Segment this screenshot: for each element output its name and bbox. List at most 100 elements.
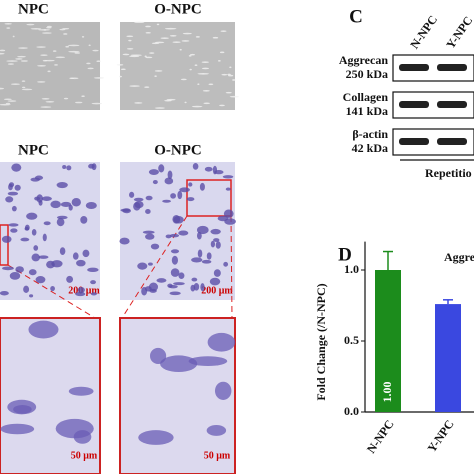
y-tick-label: 0.0	[344, 404, 359, 418]
panel-label: NPC	[18, 142, 49, 158]
x-tick-label: N-NPC	[364, 417, 397, 456]
cell	[20, 60, 28, 62]
cell	[24, 226, 30, 231]
cell	[51, 260, 63, 268]
cell	[75, 291, 86, 297]
cell	[128, 39, 132, 42]
cell	[160, 355, 198, 372]
panel-label: NPC	[18, 1, 49, 17]
cell	[209, 277, 221, 286]
cell	[119, 237, 130, 245]
cell	[201, 67, 210, 70]
cell	[36, 46, 46, 48]
cell	[191, 257, 203, 263]
cell	[223, 261, 229, 267]
cell	[129, 191, 135, 198]
cell	[4, 23, 12, 25]
cell	[145, 25, 151, 28]
cell	[90, 292, 97, 296]
cell	[219, 104, 225, 107]
cell	[129, 85, 140, 87]
cell	[30, 27, 42, 30]
cell	[14, 184, 21, 191]
cell	[73, 430, 92, 444]
cell	[33, 245, 39, 251]
cell	[221, 73, 228, 76]
cell	[145, 233, 155, 240]
cell	[56, 215, 68, 220]
cell	[220, 30, 227, 33]
cell	[196, 231, 202, 240]
cell	[145, 195, 153, 201]
cell	[179, 187, 190, 193]
cell	[149, 288, 157, 293]
y-tick-label: 1.0	[344, 262, 359, 276]
cell	[12, 35, 15, 38]
cell	[76, 259, 86, 267]
cell	[201, 259, 212, 264]
cell	[38, 29, 51, 31]
cell	[126, 35, 134, 38]
band	[399, 64, 429, 71]
zoom-line	[7, 264, 96, 319]
band	[437, 101, 467, 108]
cell	[142, 230, 155, 234]
cell	[188, 55, 192, 57]
cell	[50, 200, 61, 209]
cell	[191, 277, 198, 282]
cell	[91, 102, 103, 105]
value-label: 1.00	[380, 382, 394, 403]
cell	[26, 23, 35, 26]
cell	[206, 424, 227, 436]
cell	[141, 287, 148, 296]
cell	[154, 70, 163, 72]
cell	[138, 430, 174, 445]
micrograph	[0, 22, 100, 110]
cell	[0, 290, 9, 296]
cell	[8, 183, 13, 191]
cell	[154, 75, 157, 77]
cell	[126, 48, 134, 50]
cell	[197, 249, 203, 258]
cell	[189, 68, 192, 71]
band-name: Collagen	[343, 90, 389, 104]
cell	[213, 238, 220, 243]
cell	[197, 72, 210, 75]
cell	[215, 241, 221, 249]
cell	[15, 266, 24, 273]
cell	[144, 55, 147, 58]
cell	[13, 404, 32, 414]
cell	[148, 169, 159, 176]
cell	[212, 36, 219, 39]
cell	[158, 164, 165, 173]
cell	[55, 56, 66, 59]
x-tick-label: Y-NPC	[424, 417, 456, 455]
cell	[5, 196, 14, 203]
cell	[232, 79, 236, 81]
cell	[134, 21, 145, 24]
cell	[56, 217, 65, 227]
cell	[170, 193, 177, 199]
cell	[40, 54, 48, 56]
cell	[63, 97, 69, 100]
band	[399, 138, 429, 145]
footer-label: Repetitio	[425, 166, 472, 180]
cell	[145, 209, 151, 215]
cell	[66, 275, 74, 283]
zoom-line	[121, 215, 188, 319]
cell	[229, 95, 240, 98]
cell	[81, 36, 85, 38]
cell	[224, 218, 236, 225]
cell	[82, 249, 90, 258]
cell	[42, 233, 47, 242]
zoom-line	[230, 215, 233, 319]
cell	[222, 175, 234, 179]
cell	[66, 165, 72, 171]
cell	[210, 240, 216, 248]
band-size: 141 kDa	[346, 104, 388, 118]
band	[437, 138, 467, 145]
cell	[85, 201, 97, 209]
cell	[134, 200, 144, 209]
cell	[225, 91, 232, 94]
cell	[42, 59, 48, 62]
